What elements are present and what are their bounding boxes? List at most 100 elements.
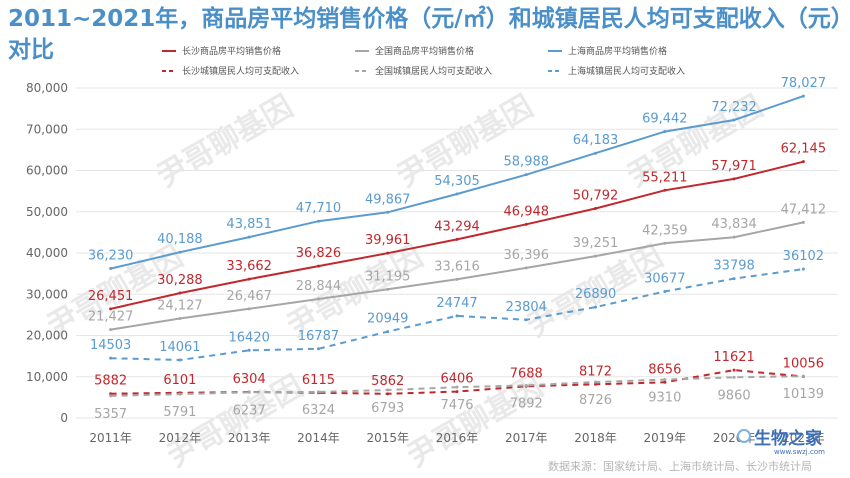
x-tick-label: 2018年 — [574, 431, 617, 445]
data-point — [247, 348, 251, 352]
data-label: 36,396 — [504, 248, 550, 263]
legend-entry: 全国商品房平均销售价格 — [375, 45, 474, 57]
legend-entry: 上海商品房平均销售价格 — [568, 45, 667, 57]
y-tick-label: 20,000 — [26, 329, 68, 343]
data-label: 72,232 — [711, 100, 757, 115]
x-tick-label: 2014年 — [297, 431, 340, 445]
data-label: 6793 — [371, 401, 404, 416]
y-tick-label: 60,000 — [26, 164, 68, 178]
data-point — [732, 368, 736, 372]
data-point — [109, 267, 113, 271]
data-label: 49,867 — [365, 192, 411, 207]
data-point — [732, 177, 736, 181]
data-point — [524, 222, 528, 226]
data-point — [732, 375, 736, 379]
data-point — [732, 118, 736, 122]
x-tick-label: 2013年 — [228, 431, 271, 445]
legend-entry: 全国城镇居民人均可支配收入 — [375, 65, 492, 77]
data-label: 10056 — [783, 357, 824, 372]
data-point — [316, 390, 320, 394]
data-label: 40,188 — [157, 232, 203, 247]
data-label: 46,948 — [504, 204, 550, 219]
data-point — [732, 235, 736, 239]
data-point — [109, 392, 113, 396]
data-label: 8172 — [579, 364, 612, 379]
chart-title: 2011~2021年，商品房平均销售价格（元/㎡）和城镇居民人均可支配收入（元）… — [8, 6, 843, 63]
data-label: 55,211 — [642, 170, 688, 185]
data-point — [316, 297, 320, 301]
x-tick-label: 2011年 — [89, 431, 132, 445]
data-label: 42,359 — [642, 223, 688, 238]
data-label: 43,294 — [434, 219, 480, 234]
data-label: 33,662 — [226, 259, 272, 274]
x-tick-label: 2021年 — [782, 431, 825, 445]
data-point — [594, 305, 598, 309]
x-tick-label: 2015年 — [366, 431, 409, 445]
data-label: 33798 — [713, 259, 754, 274]
data-label: 6101 — [163, 373, 196, 388]
data-point — [732, 277, 736, 281]
data-point — [524, 266, 528, 270]
data-label: 50,792 — [573, 188, 619, 203]
data-label: 8656 — [648, 362, 681, 377]
y-tick-label: 0 — [60, 411, 68, 425]
data-point — [247, 390, 251, 394]
data-point — [524, 383, 528, 387]
data-point — [316, 264, 320, 268]
data-label: 57,971 — [711, 159, 757, 174]
y-tick-label: 30,000 — [26, 287, 68, 301]
data-point — [801, 220, 805, 224]
data-point — [386, 287, 390, 291]
data-label: 7892 — [510, 396, 543, 411]
data-label: 64,183 — [573, 133, 619, 148]
data-label: 6406 — [440, 372, 473, 387]
data-label: 43,834 — [711, 217, 757, 232]
data-label: 69,442 — [642, 112, 688, 127]
data-label: 9860 — [718, 388, 751, 403]
data-label: 47,412 — [781, 202, 827, 217]
data-label: 10139 — [783, 387, 824, 402]
data-label: 78,027 — [781, 76, 827, 91]
data-label: 24747 — [436, 296, 477, 311]
x-tick-label: 2012年 — [159, 431, 202, 445]
data-point — [455, 314, 459, 318]
data-point — [247, 307, 251, 311]
data-label: 58,988 — [504, 155, 550, 170]
data-label: 24,127 — [157, 298, 203, 313]
data-label: 28,844 — [296, 279, 342, 294]
data-point — [178, 358, 182, 362]
logo-name: 生物之家 — [754, 428, 822, 449]
data-point — [386, 330, 390, 334]
data-label: 33,616 — [434, 259, 480, 274]
data-point — [386, 392, 390, 396]
y-tick-label: 40,000 — [26, 246, 68, 260]
data-label: 31,195 — [365, 269, 411, 284]
data-point — [455, 277, 459, 281]
data-label: 26,451 — [88, 289, 134, 304]
x-tick-label: 2017年 — [505, 431, 548, 445]
data-point — [663, 289, 667, 293]
data-label: 26890 — [575, 287, 616, 302]
data-source-note: 数据来源：国家统计局、上海市统计局、长沙市统计局 — [548, 460, 812, 473]
data-point — [594, 151, 598, 155]
y-tick-label: 80,000 — [26, 81, 68, 95]
data-label: 6237 — [233, 403, 266, 418]
data-label: 36,230 — [88, 249, 134, 264]
data-point — [663, 241, 667, 245]
data-label: 5882 — [94, 374, 127, 389]
data-point — [663, 130, 667, 134]
data-label: 39,251 — [573, 236, 619, 251]
x-tick-label: 2019年 — [644, 431, 687, 445]
data-label: 43,851 — [226, 217, 272, 232]
data-point — [386, 251, 390, 255]
data-point — [386, 210, 390, 214]
data-label: 47,710 — [296, 201, 342, 216]
data-label: 14503 — [90, 338, 131, 353]
data-point — [455, 385, 459, 389]
data-label: 7476 — [440, 398, 473, 413]
data-label: 62,145 — [781, 142, 827, 157]
data-label: 16787 — [298, 329, 339, 344]
data-label: 30677 — [644, 271, 685, 286]
data-point — [247, 235, 251, 239]
